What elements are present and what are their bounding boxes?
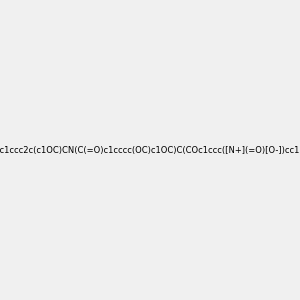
Text: COc1ccc2c(c1OC)CN(C(=O)c1cccc(OC)c1OC)C(COc1ccc([N+](=O)[O-])cc1)c2: COc1ccc2c(c1OC)CN(C(=O)c1cccc(OC)c1OC)C(… xyxy=(0,146,300,154)
